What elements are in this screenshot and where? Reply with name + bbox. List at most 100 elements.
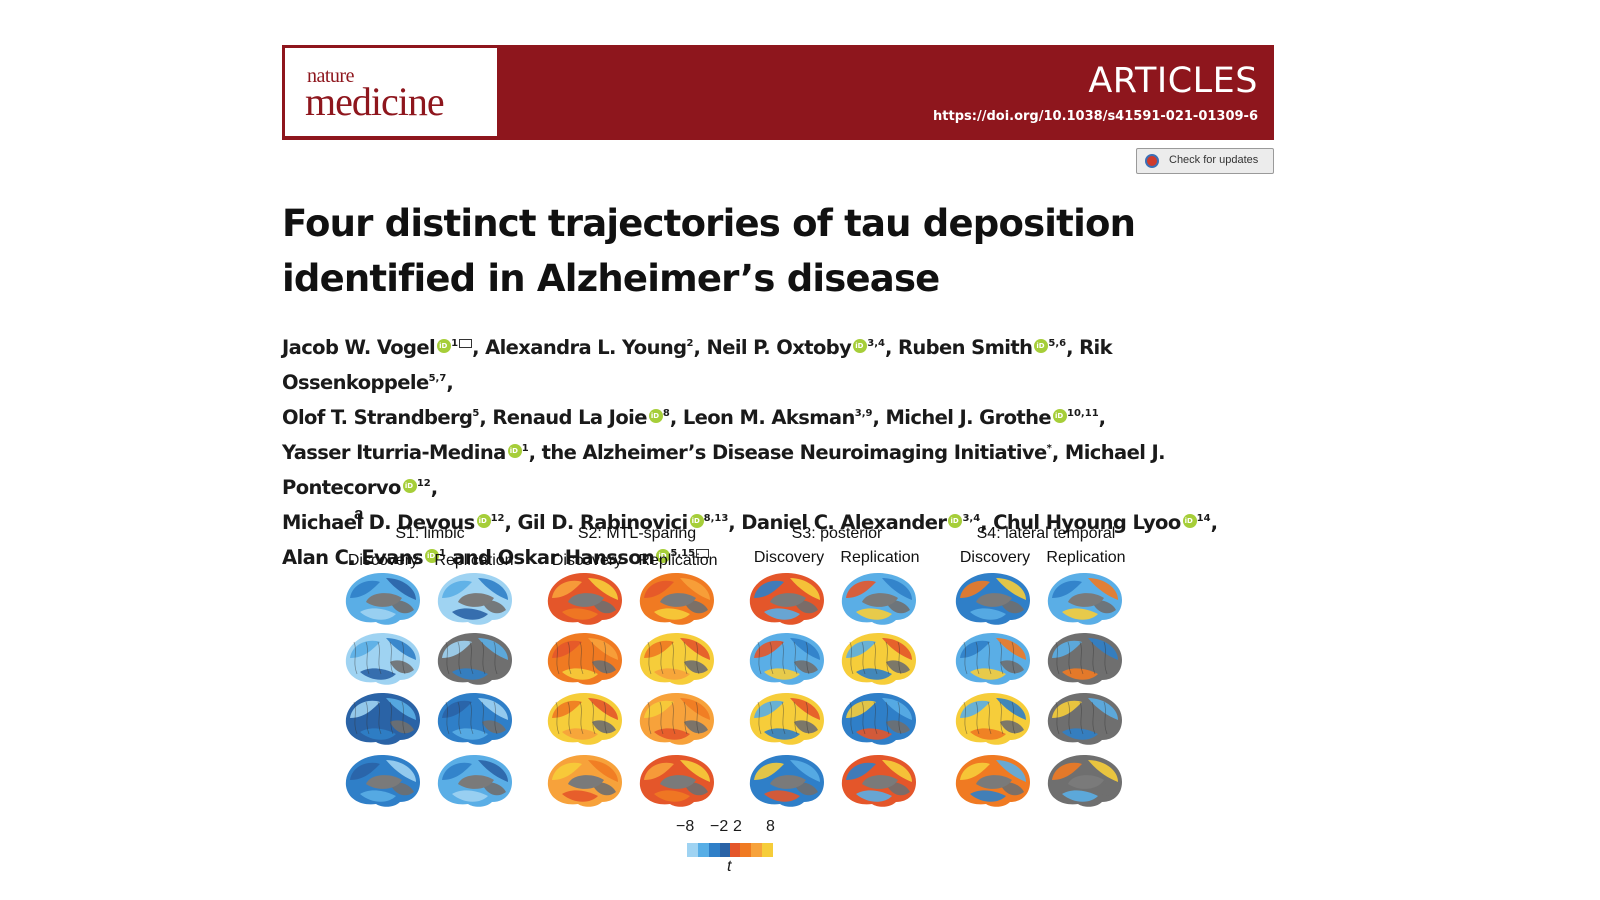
brain-surface-render (437, 632, 512, 685)
email-icon[interactable] (696, 549, 710, 558)
author-name[interactable]: Gil D. Rabinovici (517, 511, 689, 534)
orcid-icon[interactable] (1053, 409, 1068, 423)
affiliation-sup: 12 (490, 513, 505, 524)
brain-surface-render (547, 754, 622, 807)
brain-surface-render (841, 632, 916, 685)
author-name[interactable]: Alan C. Evans (282, 546, 424, 569)
section-label: ARTICLES (1088, 61, 1258, 101)
orcid-icon[interactable] (507, 444, 522, 458)
brain-surface-render (345, 632, 420, 685)
author-line-1: Jacob W. Vogel1, Alexandra L. Young2, Ne… (282, 328, 1282, 398)
author-conjunction: and (452, 546, 492, 569)
author-name[interactable]: Michael D. Devous (282, 511, 475, 534)
author-name[interactable]: Olof T. Strandberg (282, 406, 473, 429)
affiliation-sup: 1 (521, 443, 529, 454)
affiliation-sup: 12 (416, 478, 431, 489)
colorbar (687, 843, 773, 857)
cohort-label: Replication (1046, 549, 1126, 566)
brain-surface-render (749, 632, 824, 685)
article-title: Four distinct trajectories of tau deposi… (282, 196, 1282, 306)
colorbar-label: −8 (676, 818, 695, 835)
check-updates-button[interactable]: Check for updates (1136, 148, 1274, 174)
orcid-icon[interactable] (476, 514, 491, 528)
affiliation-sup: 8,13 (703, 513, 729, 524)
colorbar-variable: t (727, 858, 732, 875)
cohort-label: Replication (840, 549, 920, 566)
brain-surface-render (1047, 692, 1122, 745)
brain-surface-render (955, 692, 1030, 745)
doi-link[interactable]: https://doi.org/10.1038/s41591-021-01309… (933, 109, 1258, 124)
colorbar-swatch (730, 843, 740, 857)
colorbar-label: −2 (710, 818, 729, 835)
brain-surface-render (841, 692, 916, 745)
orcid-icon[interactable] (948, 514, 963, 528)
colorbar-swatch (740, 843, 751, 857)
orcid-icon[interactable] (648, 409, 663, 423)
orcid-icon[interactable] (1034, 339, 1049, 353)
panel-label: a (354, 504, 364, 523)
orcid-icon[interactable] (656, 549, 671, 563)
orcid-icon[interactable] (437, 339, 452, 353)
affiliation-sup: * (1046, 443, 1052, 454)
email-icon[interactable] (459, 339, 473, 348)
orcid-icon[interactable] (853, 339, 868, 353)
brain-surface-render (639, 692, 714, 745)
author-name[interactable]: Oskar Hansson (497, 546, 655, 569)
author-line-2: Olof T. Strandberg5, Renaud La Joie8, Le… (282, 398, 1282, 433)
check-updates-label: Check for updates (1169, 154, 1259, 166)
colorbar-swatch (698, 843, 709, 857)
author-name[interactable]: Yasser Iturria-Medina (282, 441, 506, 464)
orcid-icon[interactable] (402, 479, 417, 493)
logo-nature-text: nature (307, 65, 354, 87)
title-line-2: identified in Alzheimer’s disease (282, 257, 940, 300)
orcid-icon[interactable] (1182, 514, 1197, 528)
brain-surface-render (841, 754, 916, 807)
brain-surface-render (1047, 754, 1122, 807)
subtype-title-s3: S3: posterior (791, 525, 883, 542)
subtype-title-s4: S4: lateral temporal (976, 525, 1116, 542)
author-name[interactable]: Jacob W. Vogel (282, 336, 436, 359)
affiliation-sup: 5,6 (1048, 338, 1067, 349)
figure-1a: a S1: limbic S2: MTL-sparing S3: posteri… (340, 500, 1170, 895)
orcid-icon[interactable] (425, 549, 439, 563)
author-name[interactable]: Michel J. Grothe (885, 406, 1052, 429)
author-name[interactable]: Leon M. Aksman (682, 406, 856, 429)
affiliation-sup: 1 (439, 548, 446, 559)
cohort-label: Discovery (753, 549, 825, 566)
brain-surface-render (639, 754, 714, 807)
author-list: Jacob W. Vogel1, Alexandra L. Young2, Ne… (282, 328, 1282, 573)
brain-surface-render (749, 754, 824, 807)
brain-surface-render (437, 692, 512, 745)
author-name[interactable]: Michael J. Pontecorvo (282, 441, 1166, 499)
author-name[interactable]: Alexandra L. Young (485, 336, 687, 359)
affiliation-sup: 3,9 (854, 408, 873, 419)
affiliation-sup: 14 (1196, 513, 1211, 524)
brain-surface-render (547, 572, 622, 625)
author-line-5: Alan C. Evans 1 and Oskar Hansson 5,15 (282, 538, 1282, 573)
subtype-title-s1: S1: limbic (395, 525, 465, 542)
brain-surface-render (749, 572, 824, 625)
author-name[interactable]: the Alzheimer’s Disease Neuroimaging Ini… (541, 441, 1048, 464)
subtype-title-s2: S2: MTL-sparing (577, 525, 697, 542)
brain-surface-render (547, 632, 622, 685)
author-name[interactable]: Daniel C. Alexander (741, 511, 947, 534)
orcid-icon[interactable] (689, 514, 704, 528)
colorbar-swatch (751, 843, 762, 857)
journal-logo[interactable]: nature medicine (284, 47, 498, 137)
colorbar-label: 2 (733, 818, 742, 835)
author-name[interactable]: Rik Ossenkoppele (282, 336, 1113, 394)
brain-surface-render (955, 632, 1030, 685)
colorbar-swatch (762, 843, 773, 857)
brain-surface-render (437, 754, 512, 807)
author-name[interactable]: Neil P. Oxtoby (706, 336, 852, 359)
author-name[interactable]: Chul Hyoung Lyoo (993, 511, 1181, 534)
brain-surface-render (437, 572, 512, 625)
cohort-label: Discovery (551, 552, 623, 569)
affiliation-sup: 1 (451, 338, 459, 349)
brain-surface-render (841, 572, 916, 625)
colorbar-label: 8 (766, 818, 775, 835)
brain-surface-render (639, 632, 714, 685)
author-name[interactable]: Ruben Smith (897, 336, 1033, 359)
author-name[interactable]: Renaud La Joie (492, 406, 647, 429)
